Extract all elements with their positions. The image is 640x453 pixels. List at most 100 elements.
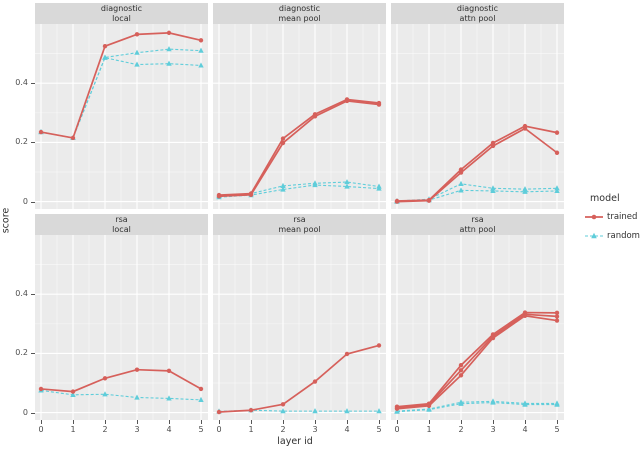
trained-line [396,314,558,410]
y-tick-mark [31,294,35,296]
facet-strip-label: local [112,13,131,23]
panel-background [391,24,564,209]
facet-panel [35,24,208,209]
random-data-point [490,187,496,194]
x-tick-mark [525,420,526,424]
random-data-point [280,186,286,192]
legend-entries: trained random [584,211,640,242]
trained-data-point [458,363,464,368]
trained-data-point [280,402,286,407]
x-tick-mark [493,420,494,424]
random-data-point [522,186,528,192]
trained-line [40,368,202,393]
random-data-point [344,183,350,189]
x-tick-mark [379,420,380,424]
x-tick-mark [315,420,316,424]
random-data-point [70,391,76,397]
trained-data-point [376,102,382,107]
facet-strip-label: mean pool [278,13,321,23]
random-data-point [522,401,528,407]
facet-panel [35,235,208,420]
trained-data-point [554,318,560,323]
random-data-point [458,180,464,186]
trained-data-point [344,351,350,357]
trained-data-point [166,368,172,374]
y-tick-label: 0.2 [15,348,28,358]
trained-data-point [134,367,140,372]
panel-background [35,235,208,420]
trained-line [396,127,558,203]
trained-data-point [522,126,528,131]
x-tick-mark [137,420,138,424]
legend-key-circle-icon [585,214,603,220]
x-tick-mark [41,420,42,424]
x-tick-label: 2 [458,425,464,434]
trained-data-point [312,114,318,119]
trained-line [218,344,380,413]
x-tick-label: 3 [490,425,496,434]
legend-entry-trained: trained [584,211,640,223]
random-data-point [554,187,560,194]
random-data-point [102,54,108,60]
random-data-point [394,408,400,414]
legend-entry-random: random [584,230,640,242]
facet-panel [213,235,386,420]
trained-line [396,311,558,408]
trained-data-point [70,135,76,141]
trained-data-point [426,403,432,408]
legend-label: trained [607,212,638,222]
x-tick-mark [251,420,252,424]
trained-line [218,100,380,198]
random-data-point [198,396,204,402]
facet-strip: rsa attn pool [391,214,564,235]
x-axis-title: layer id [277,436,313,447]
x-tick-mark [201,420,202,424]
x-tick-mark [73,420,74,424]
facet-strip: rsa local [35,214,208,235]
y-tick-mark [31,412,35,414]
random-data-point [490,185,496,191]
random-data-point [166,60,172,66]
trained-data-point [458,368,464,373]
facet-strip: diagnostic local [35,3,208,24]
trained-data-point [490,335,496,341]
x-tick-label: 5 [554,425,560,434]
facet-strip-label: diagnostic [456,4,499,13]
facet-strip-label: mean pool [278,224,321,234]
trained-data-point [458,170,464,175]
facet-strip-label: local [112,224,131,234]
x-tick-mark [557,420,558,424]
trained-data-point [394,199,400,204]
facet-strip-label: diagnostic [278,4,321,13]
trained-data-point [394,406,400,411]
legend-label: random [607,231,640,241]
panel-background [391,235,564,420]
x-tick-label: 5 [376,425,382,434]
trained-data-point [102,44,108,49]
random-line [396,400,557,412]
y-tick-mark [31,353,35,355]
random-data-point [280,182,286,189]
trained-data-point [490,143,496,149]
x-tick-label: 3 [134,425,140,434]
y-tick-label: 0 [22,196,28,206]
random-data-point [198,62,204,68]
legend-title: model [590,193,620,204]
trained-data-point [198,38,204,43]
trained-data-point [102,376,108,381]
x-tick-label: 1 [248,425,254,434]
trained-data-point [38,386,44,392]
trained-line [218,98,380,196]
facet-strip-label: rsa [115,215,128,224]
trained-data-point [458,373,464,378]
panel-background [213,235,386,420]
trained-data-point [426,198,432,203]
random-data-point [312,182,318,188]
random-data-point [102,391,108,397]
y-tick-mark [31,83,35,85]
x-tick-label: 4 [522,425,528,434]
x-tick-mark [397,420,398,424]
trained-data-point [70,389,76,394]
facet-strip: diagnostic attn pool [391,3,564,24]
y-tick-mark [31,201,35,203]
